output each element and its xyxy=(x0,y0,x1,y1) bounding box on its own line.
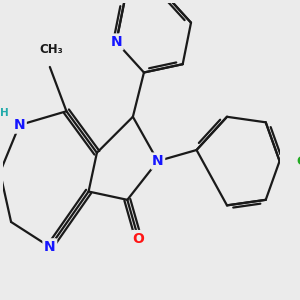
Text: N: N xyxy=(14,118,25,132)
Text: O: O xyxy=(133,232,144,246)
Text: N: N xyxy=(110,35,122,49)
Text: H: H xyxy=(0,108,8,118)
Text: CH₃: CH₃ xyxy=(39,43,63,56)
Text: Cl: Cl xyxy=(296,154,300,168)
Text: N: N xyxy=(44,240,56,254)
Text: N: N xyxy=(152,154,164,168)
